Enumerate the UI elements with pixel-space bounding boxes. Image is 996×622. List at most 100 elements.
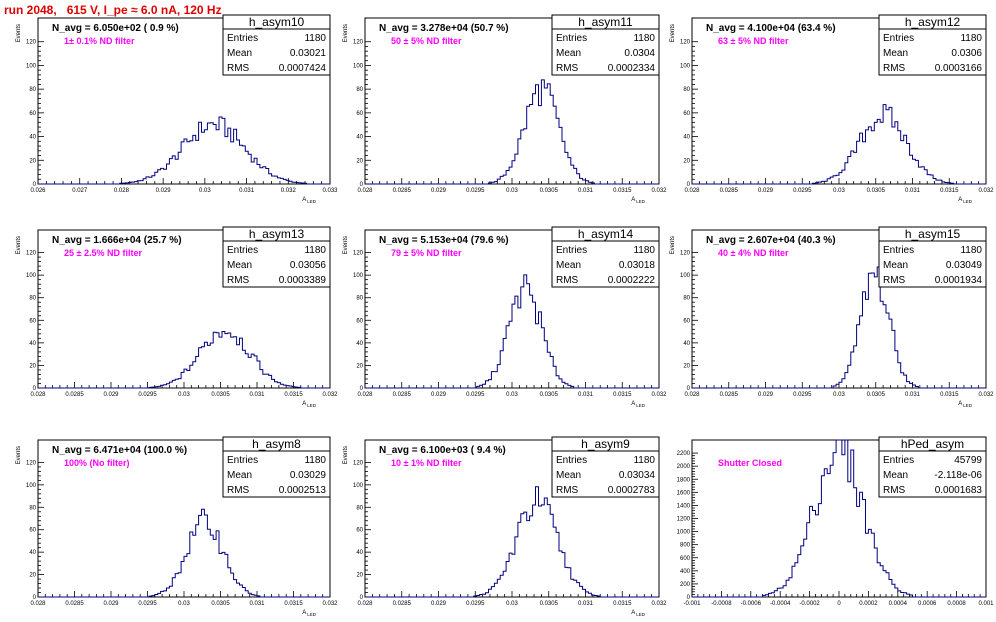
y-tick-label: 60 <box>683 318 690 324</box>
stats-mean-label: Mean <box>883 48 908 59</box>
y-tick-label: 0 <box>360 386 364 392</box>
stats-entries-value: 1180 <box>633 245 655 256</box>
y-tick-label: 120 <box>353 460 364 466</box>
y-tick-label: 120 <box>680 251 691 257</box>
stats-mean-value: -2.118e-06 <box>934 470 982 481</box>
y-tick-label: 20 <box>29 573 36 579</box>
x-tick-label: 0.028 <box>114 188 130 194</box>
plot-frame <box>37 17 331 185</box>
histogram-panel-h_asym14: 0 20 40 60 80 100 120 0.028 0.0285 0.029 0.0295 0.0… <box>343 226 667 408</box>
stats-mean-label: Mean <box>227 470 252 481</box>
y-tick-label: 80 <box>29 296 36 302</box>
x-tick-label: 0.0305 <box>867 392 886 398</box>
x-tick-label: 0.029 <box>431 601 447 607</box>
y-tick-label: 40 <box>29 550 36 556</box>
stats-rms-value: 0.0007424 <box>279 63 327 74</box>
x-tick-label: 0.029 <box>758 392 774 398</box>
y-axis-title: Events <box>670 236 676 254</box>
y-tick-label: 80 <box>29 505 36 511</box>
histogram-panel-h_asym15: 0 20 40 60 80 100 120 0.028 0.0285 0.029 0.0295 0.0… <box>670 226 994 408</box>
stats-entries-value: 1180 <box>960 245 982 256</box>
y-tick-label: 100 <box>26 63 37 69</box>
x-tick-label: 0.0285 <box>393 188 412 194</box>
y-tick-label: 120 <box>353 40 364 46</box>
stats-entries-value: 1180 <box>633 33 655 44</box>
navg-label: N_avg = 5.153e+04 (79.6 %) <box>379 235 509 246</box>
histogram-name: h_asym14 <box>578 227 634 241</box>
x-tick-label: 0.031 <box>249 392 265 398</box>
filter-label: 1± 0.1% ND filter <box>64 36 135 46</box>
histogram-series <box>365 79 659 185</box>
x-tick-label: 0.0285 <box>720 392 739 398</box>
histogram-name: h_asym10 <box>249 15 305 29</box>
stats-mean-label: Mean <box>227 48 252 59</box>
x-axis-title: ALED <box>631 401 646 408</box>
x-tick-label: 0.0315 <box>940 392 959 398</box>
y-tick-label: 600 <box>680 556 691 562</box>
stats-mean-label: Mean <box>883 260 908 271</box>
y-tick-label: 1400 <box>677 503 691 509</box>
y-tick-label: 80 <box>356 296 363 302</box>
x-tick-label: 0.0315 <box>613 188 632 194</box>
stats-box <box>551 226 660 288</box>
x-tick-label: 0.0305 <box>540 601 559 607</box>
stats-box <box>222 226 331 288</box>
y-tick-label: 0 <box>33 386 37 392</box>
stats-entries-value: 1180 <box>633 455 655 466</box>
x-tick-label: 0.0295 <box>466 188 485 194</box>
stats-entries-label: Entries <box>883 33 914 44</box>
stats-entries-value: 45799 <box>954 455 982 466</box>
x-tick-label: 0.032 <box>651 188 667 194</box>
stats-entries-label: Entries <box>227 33 258 44</box>
x-tick-label: 0.029 <box>431 188 447 194</box>
y-axis-title: Events <box>343 24 349 42</box>
x-tick-label: 0.03 <box>178 601 190 607</box>
x-tick-label: 0.0285 <box>65 392 84 398</box>
y-tick-label: 1200 <box>677 517 691 523</box>
stats-box <box>222 436 331 498</box>
stats-rms-value: 0.0001683 <box>935 485 983 496</box>
x-tick-label: 0.032 <box>281 188 297 194</box>
x-tick-label: 0.0285 <box>393 601 412 607</box>
x-tick-label: 0.0295 <box>138 601 157 607</box>
histogram-series <box>692 266 986 389</box>
stats-rms-label: RMS <box>883 63 906 74</box>
x-tick-label: 0.03 <box>199 188 211 194</box>
y-tick-label: 60 <box>356 111 363 117</box>
navg-label: N_avg = 6.471e+04 (100.0 %) <box>52 445 187 456</box>
stats-entries-label: Entries <box>556 245 587 256</box>
x-axis-title: ALED <box>302 610 317 617</box>
y-tick-label: 100 <box>680 273 691 279</box>
y-axis-title: Events <box>16 446 22 464</box>
y-axis-title: Events <box>16 236 22 254</box>
stats-mean-value: 0.03056 <box>290 260 327 271</box>
y-tick-label: 100 <box>353 273 364 279</box>
x-tick-label: 0.0315 <box>284 392 303 398</box>
y-tick-label: 80 <box>356 505 363 511</box>
x-tick-label: 0.03 <box>506 392 518 398</box>
y-tick-label: 20 <box>356 158 363 164</box>
y-tick-label: 2200 <box>677 451 691 457</box>
navg-label: N_avg = 3.278e+04 (50.7 %) <box>379 23 509 34</box>
x-tick-label: 0.03 <box>833 188 845 194</box>
stats-entries-label: Entries <box>883 455 914 466</box>
y-tick-label: 2000 <box>677 464 691 470</box>
x-tick-label: 0.001 <box>978 601 994 607</box>
x-tick-label: 0.0295 <box>793 392 812 398</box>
x-axis-title: ALED <box>958 197 973 204</box>
stats-mean-value: 0.03049 <box>946 260 983 271</box>
y-tick-label: 80 <box>683 296 690 302</box>
stats-mean-label: Mean <box>556 470 581 481</box>
stats-entries-label: Entries <box>227 245 258 256</box>
stats-mean-label: Mean <box>556 260 581 271</box>
y-tick-label: 20 <box>356 363 363 369</box>
histogram-panel-h_asym13: 0 20 40 60 80 100 120 0.028 0.0285 0.029 0.0295 0.0… <box>16 226 338 408</box>
y-tick-label: 20 <box>29 363 36 369</box>
stats-entries-value: 1180 <box>304 33 326 44</box>
histogram-panel-h_asym11: 0 20 40 60 80 100 120 0.028 0.0285 0.029 0.0295 0.0… <box>343 14 667 204</box>
histogram-panel-h_asym8: 0 20 40 60 80 100 120 0.028 0.0285 0.029 0.0295 0.0… <box>16 436 338 617</box>
x-tick-label: 0.029 <box>758 188 774 194</box>
x-tick-label: 0.031 <box>905 188 921 194</box>
histogram-name: h_asym13 <box>249 227 305 241</box>
stats-mean-value: 0.03021 <box>290 48 327 59</box>
